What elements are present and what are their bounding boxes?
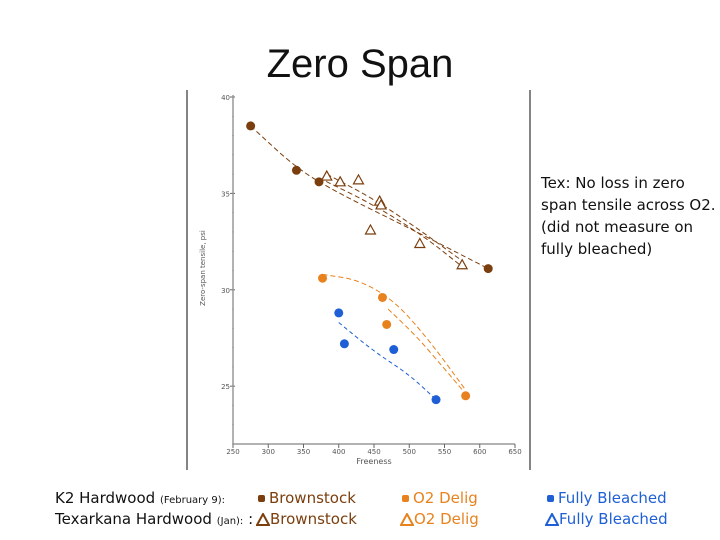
legend-k2-o2: O2 Delig <box>402 488 478 508</box>
circle-marker-icon <box>258 495 265 502</box>
point-orange-circle <box>382 319 392 329</box>
point-orange-circle <box>377 292 387 302</box>
y-tick-label: 30 <box>221 287 230 295</box>
point-brown-circle <box>483 264 493 274</box>
trendline-blue <box>338 322 437 401</box>
legend-tex-label: Texarkana Hardwood <box>55 510 212 528</box>
x-tick-label: 350 <box>297 448 310 456</box>
point-brown-circle <box>314 177 324 187</box>
legend-tex-fully: Fully Bleached <box>545 509 668 529</box>
point-brown-triangle <box>375 198 388 210</box>
y-tick-label: 40 <box>221 94 230 102</box>
y-tick-label: 25 <box>221 383 230 391</box>
trendline-orange <box>387 308 467 395</box>
legend-row-k2: K2 Hardwood (February 9): <box>55 488 225 508</box>
legend-o2-1: O2 Delig <box>413 489 478 507</box>
legend-brownstock-1: Brownstock <box>269 489 356 507</box>
annotation-note: Tex: No loss in zero span tensile across… <box>541 174 716 258</box>
point-brown-triangle <box>413 237 426 249</box>
trendline-brown <box>250 125 489 270</box>
y-tick-label: 35 <box>221 190 230 198</box>
point-blue-circle <box>334 308 344 318</box>
point-brown-triangle <box>456 258 469 270</box>
x-tick-label: 500 <box>403 448 416 456</box>
circle-marker-icon <box>547 495 554 502</box>
y-axis-label: Zero-span tensile, psi <box>199 230 207 306</box>
triangle-marker-icon <box>545 513 559 526</box>
point-brown-triangle <box>334 175 347 187</box>
triangle-marker-icon <box>400 513 414 526</box>
trendline-brown <box>318 177 463 268</box>
point-brown-triangle <box>352 173 365 185</box>
trendline-orange <box>322 273 467 391</box>
point-brown-circle <box>246 121 256 131</box>
point-blue-circle <box>339 339 349 349</box>
point-orange-circle <box>461 391 471 401</box>
point-blue-circle <box>389 345 399 355</box>
point-brown-triangle <box>364 223 377 235</box>
axes: 25 30 35 40 250 300 350 400 450 500 550 600 650 Freen… <box>186 90 531 470</box>
triangle-marker-icon <box>256 513 270 526</box>
point-orange-circle <box>318 273 328 283</box>
x-tick-label: 400 <box>332 448 345 456</box>
legend-k2-date: (February 9): <box>159 495 226 506</box>
x-tick-label: 300 <box>262 448 275 456</box>
point-brown-triangle <box>320 169 333 181</box>
trendline-brown <box>326 173 463 262</box>
legend-tex-brownstock: Brownstock <box>256 509 357 529</box>
legend-row-texarkana: Texarkana Hardwood (Jan): : <box>55 509 253 529</box>
x-tick-label: 450 <box>367 448 380 456</box>
x-tick-label: 600 <box>473 448 486 456</box>
point-blue-circle <box>431 395 441 405</box>
legend-k2-label: K2 Hardwood <box>55 489 156 507</box>
point-brown-circle <box>291 165 301 175</box>
legend-tex-o2: O2 Delig <box>400 509 479 529</box>
slide-title: Zero Span <box>266 42 454 86</box>
legend-tex-date: (Jan): <box>216 516 244 527</box>
circle-marker-icon <box>402 495 409 502</box>
legend-k2-fully: Fully Bleached <box>547 488 667 508</box>
data-points <box>246 121 493 405</box>
trendlines <box>250 125 489 401</box>
x-axis-label: Freeness <box>356 457 391 466</box>
legend-o2-2: O2 Delig <box>414 510 479 528</box>
legend-brownstock-2: Brownstock <box>270 510 357 528</box>
x-tick-label: 250 <box>226 448 239 456</box>
x-tick-label: 550 <box>438 448 451 456</box>
x-tick-label: 650 <box>508 448 521 456</box>
legend-fully-2: Fully Bleached <box>559 510 668 528</box>
legend-k2-brownstock: Brownstock <box>258 488 356 508</box>
legend-fully-1: Fully Bleached <box>558 489 667 507</box>
legend-tex-sep: : <box>248 510 254 528</box>
